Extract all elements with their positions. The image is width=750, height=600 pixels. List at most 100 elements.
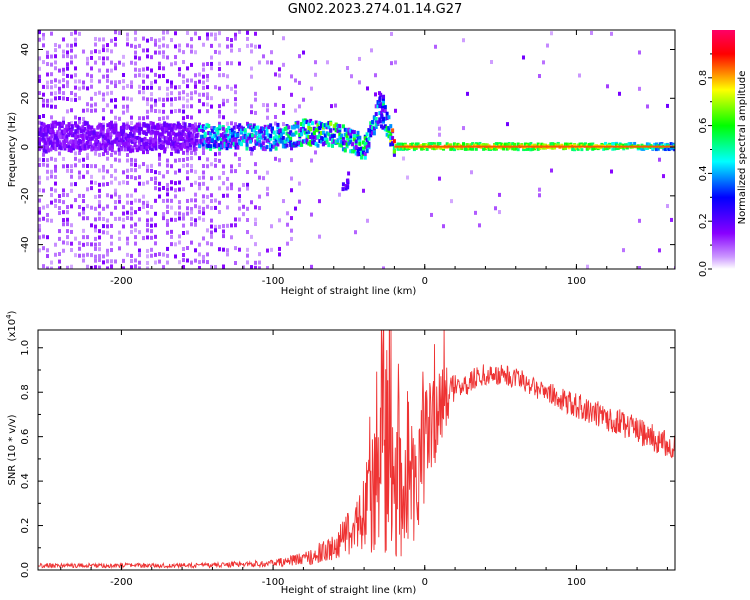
x-tick-label: -100: [262, 276, 285, 287]
heatmap-cell: [669, 142, 673, 146]
heatmap-cell: [38, 115, 41, 120]
heatmap-cell: [363, 155, 367, 160]
heatmap-cell: [356, 146, 360, 151]
heatmap-cell: [46, 103, 49, 108]
heatmap-cell: [225, 127, 229, 132]
heatmap-cell: [186, 151, 189, 156]
heatmap-cell: [454, 143, 458, 147]
heatmap-cell: [163, 138, 167, 143]
heatmap-cell: [142, 36, 145, 41]
heatmap-cell: [49, 147, 53, 152]
heatmap-cell: [110, 174, 113, 179]
heatmap-cell: [42, 84, 45, 89]
heatmap-cell: [172, 144, 176, 149]
heatmap-cell: [86, 235, 89, 240]
heatmap-cell: [222, 193, 225, 198]
heatmap-cell: [234, 217, 237, 222]
heatmap-cell: [220, 138, 223, 143]
heatmap-cell: [170, 180, 173, 185]
heatmap-cell: [99, 126, 103, 131]
heatmap-cell: [340, 143, 344, 148]
heatmap-cell: [125, 123, 129, 128]
heatmap-cell: [250, 151, 253, 156]
heatmap-cell: [38, 210, 41, 215]
heatmap-cell: [327, 120, 331, 125]
heatmap-cell: [305, 137, 309, 142]
heatmap-cell: [238, 194, 241, 199]
heatmap-cell: [356, 136, 360, 141]
heatmap-cell: [62, 210, 65, 215]
heatmap-cell: [40, 132, 44, 137]
heatmap-cell: [82, 216, 85, 221]
heatmap-cell: [142, 236, 145, 241]
heatmap-cell: [170, 186, 173, 191]
heatmap-cell: [440, 146, 444, 150]
heatmap-cell: [282, 122, 285, 127]
heatmap-cell: [198, 210, 201, 215]
heatmap-cell: [114, 205, 117, 210]
heatmap-cell: [263, 147, 267, 152]
heatmap-cell: [202, 181, 205, 186]
heatmap-cell: [98, 37, 101, 42]
heatmap-cell: [151, 139, 155, 144]
heatmap-cell: [323, 133, 327, 138]
heatmap-cell: [98, 258, 101, 263]
heatmap-cell: [210, 32, 213, 37]
heatmap-cell: [241, 126, 245, 131]
heatmap-cell: [78, 96, 81, 101]
heatmap-cell: [334, 128, 338, 133]
heatmap-cell: [262, 54, 265, 59]
heatmap-cell: [214, 163, 217, 168]
heatmap-cell: [638, 218, 641, 223]
heatmap-cell: [218, 61, 221, 66]
heatmap-cell: [150, 253, 153, 258]
heatmap-cell: [462, 126, 465, 131]
heatmap-cell: [247, 132, 251, 137]
heatmap-cell: [126, 200, 129, 205]
heatmap-cell: [278, 246, 281, 251]
heatmap-cell: [442, 147, 446, 151]
heatmap-cell: [106, 150, 109, 155]
heatmap-cell: [114, 259, 117, 264]
heatmap-cell: [202, 151, 205, 156]
heatmap-cell: [108, 135, 112, 140]
heatmap-cell: [185, 140, 189, 145]
heatmap-cell: [101, 130, 105, 135]
heatmap-cell: [198, 79, 201, 84]
heatmap-cell: [47, 148, 51, 153]
heatmap-cell: [296, 124, 300, 129]
heatmap-cell: [309, 118, 313, 123]
heatmap-cell: [99, 123, 103, 128]
heatmap-cell: [249, 125, 253, 130]
heatmap-cell: [234, 133, 238, 138]
heatmap-cell: [90, 136, 94, 141]
heatmap-cell: [85, 131, 89, 136]
colorbar-tick-label: 0.2: [698, 213, 709, 229]
heatmap-cell: [385, 111, 389, 116]
heatmap-cell: [343, 141, 347, 146]
heatmap-cell: [142, 96, 145, 101]
heatmap-cell: [78, 79, 81, 84]
heatmap-cell: [54, 204, 57, 209]
heatmap-cell: [68, 140, 72, 145]
heatmap-cell: [102, 44, 105, 49]
heatmap-cell: [122, 144, 125, 149]
heatmap-cell: [210, 61, 213, 66]
heatmap-cell: [289, 142, 293, 147]
heatmap-cell: [86, 152, 89, 157]
heatmap-cell: [134, 136, 138, 141]
heatmap-cell: [66, 97, 69, 102]
heatmap-cell: [70, 121, 73, 126]
heatmap-cell: [269, 143, 273, 148]
heatmap-cell: [261, 134, 265, 139]
heatmap-cell: [225, 133, 229, 138]
heatmap-cell: [190, 198, 193, 203]
heatmap-cell: [482, 147, 486, 151]
heatmap-cell: [287, 125, 291, 130]
heatmap-cell: [190, 168, 193, 173]
heatmap-cell: [347, 171, 351, 176]
heatmap-cell: [585, 147, 589, 151]
heatmap-cell: [78, 146, 82, 151]
heatmap-cell: [542, 60, 545, 65]
heatmap-cell: [122, 110, 125, 115]
